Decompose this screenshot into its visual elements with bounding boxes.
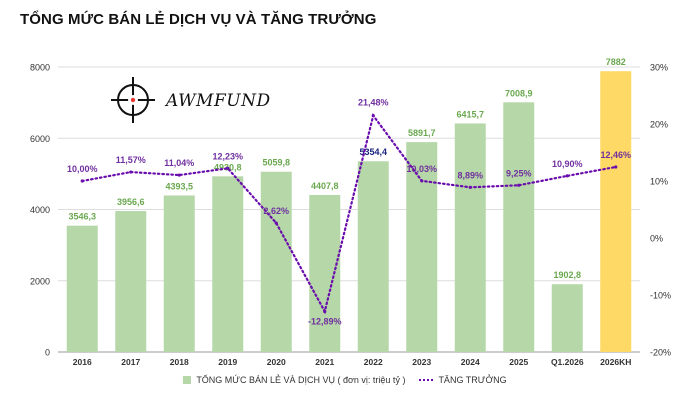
growth-line-series xyxy=(80,113,618,315)
growth-point xyxy=(80,179,84,183)
x-tick-label: 2018 xyxy=(170,357,189,367)
legend-line-label: TĂNG TRƯỞNG xyxy=(438,375,507,385)
chart-title: TỔNG MỨC BÁN LẺ DỊCH VỤ VÀ TĂNG TRƯỞNG xyxy=(20,11,377,28)
left-axis: 0 2000 4000 6000 8000 xyxy=(30,63,50,358)
right-tick-label: 20% xyxy=(650,120,668,130)
growth-value-label: 8,89% xyxy=(457,170,483,180)
legend-line-swatch xyxy=(419,379,434,381)
legend: TỔNG MỨC BÁN LẺ VÀ DỊCH VỤ ( đơn vị: tri… xyxy=(0,375,690,385)
left-tick-label: 6000 xyxy=(30,134,50,144)
bar-value-label: 7008,9 xyxy=(505,88,533,98)
growth-value-label: 12,23% xyxy=(212,151,243,161)
bar xyxy=(260,171,292,352)
growth-labels: 10,00% 11,57% 11,04% 12,23% 2,62% -12,89% 21,4… xyxy=(67,98,631,327)
x-tick-label: 2021 xyxy=(315,357,334,367)
x-tick-label: 2022 xyxy=(364,357,383,367)
growth-point xyxy=(177,173,181,177)
growth-value-label: 21,48% xyxy=(358,98,389,108)
bar-labels: 3546,33956,64393,54930,85059,84407,85354… xyxy=(68,57,625,280)
x-tick-label: 2024 xyxy=(461,357,480,367)
bar-value-label: 3956,6 xyxy=(117,197,145,207)
bar xyxy=(115,211,147,352)
x-tick-label: 2025 xyxy=(509,357,528,367)
x-tick-label: 2016 xyxy=(73,357,92,367)
bar-value-label: 5354,4 xyxy=(359,147,387,157)
growth-line xyxy=(81,113,617,315)
bar-value-label: 5059,8 xyxy=(262,158,290,168)
right-tick-label: -20% xyxy=(650,348,671,358)
bar-value-label: 6415,7 xyxy=(456,109,484,119)
growth-point xyxy=(420,179,424,183)
bar xyxy=(406,142,438,352)
x-tick-label: 2026KH xyxy=(600,357,631,367)
growth-point xyxy=(468,185,472,189)
right-axis: -20% -10% 0% 10% 20% 30% xyxy=(650,63,671,358)
growth-value-label: 10,00% xyxy=(67,164,98,174)
legend-bar-label: TỔNG MỨC BÁN LẺ VÀ DỊCH VỤ ( đơn vị: tri… xyxy=(196,375,406,385)
bar-value-label: 1902,8 xyxy=(553,270,581,280)
bar-value-label: 5891,7 xyxy=(408,128,436,138)
x-tick-label: 2019 xyxy=(218,357,237,367)
bar-value-label: 4393,5 xyxy=(165,181,193,191)
x-tick-label: 2020 xyxy=(267,357,286,367)
gridlines xyxy=(58,66,640,353)
bar xyxy=(66,225,98,352)
bar-value-label: 3546,3 xyxy=(68,212,96,222)
left-tick-label: 4000 xyxy=(30,205,50,215)
left-tick-label: 8000 xyxy=(30,63,50,73)
growth-value-label: 12,46% xyxy=(600,150,631,160)
awmfund-logo: AWMFUND xyxy=(110,76,270,132)
growth-value-label: 10,03% xyxy=(406,164,437,174)
growth-point xyxy=(565,174,569,178)
bar xyxy=(163,195,195,352)
left-tick-label: 0 xyxy=(45,348,50,358)
growth-point xyxy=(371,113,375,118)
legend-bar-swatch xyxy=(183,376,192,384)
right-tick-label: 0% xyxy=(650,234,663,244)
right-tick-label: -10% xyxy=(650,291,671,301)
growth-value-label: 10,90% xyxy=(552,159,583,169)
growth-value-label: -12,89% xyxy=(308,316,342,326)
x-tick-label: 2023 xyxy=(412,357,431,367)
bar xyxy=(454,123,486,352)
right-tick-label: 10% xyxy=(650,177,668,187)
right-tick-label: 30% xyxy=(650,63,668,73)
crosshair-icon xyxy=(111,77,155,123)
growth-value-label: 2,62% xyxy=(263,206,289,216)
growth-point xyxy=(226,166,230,170)
left-tick-label: 2000 xyxy=(30,276,50,286)
bar xyxy=(600,71,632,353)
bar-value-label: 7882 xyxy=(606,57,626,67)
logo-text: AWMFUND xyxy=(166,91,271,111)
bar xyxy=(212,176,244,352)
bar xyxy=(503,102,535,352)
growth-point xyxy=(274,221,278,225)
x-tick-label: Q1.2026 xyxy=(551,357,584,367)
growth-value-label: 11,57% xyxy=(116,155,146,165)
x-tick-label: 2017 xyxy=(121,357,140,367)
growth-point xyxy=(517,183,521,187)
x-axis-labels: 2016 2017 2018 2019 2020 2021 2022 2023 2024 2025… xyxy=(73,357,632,367)
bar xyxy=(309,194,341,352)
bar-series xyxy=(66,71,632,353)
growth-value-label: 11,04% xyxy=(164,158,194,168)
bar xyxy=(357,161,389,352)
growth-point xyxy=(614,165,618,169)
growth-point xyxy=(323,309,327,314)
growth-point xyxy=(129,170,133,174)
growth-value-label: 9,25% xyxy=(506,168,532,178)
bar-value-label: 4407,8 xyxy=(311,181,339,191)
bar xyxy=(551,284,583,352)
